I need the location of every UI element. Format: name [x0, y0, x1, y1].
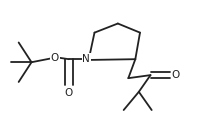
Text: O: O	[51, 53, 59, 63]
Text: O: O	[65, 88, 73, 98]
Text: N: N	[82, 54, 90, 64]
Text: O: O	[172, 70, 180, 80]
